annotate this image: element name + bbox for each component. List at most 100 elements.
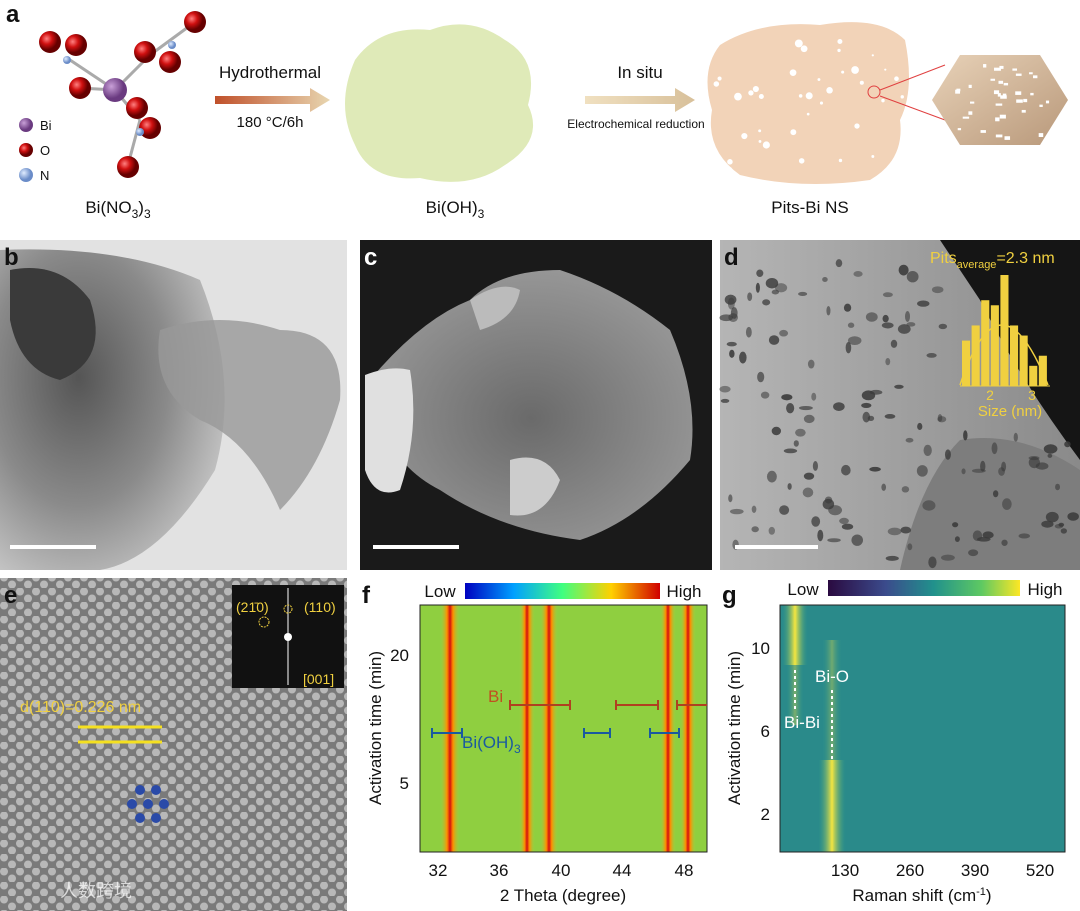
phase-label: Bi(OH)3 <box>462 733 521 756</box>
panel-a: a Bi O N Bi(NO3)3 Hydrothermal 180 °C/6h… <box>6 1 1068 221</box>
pit <box>728 494 733 503</box>
pit <box>885 357 891 366</box>
pit <box>755 282 760 293</box>
histogram-tick: 2 <box>986 387 994 403</box>
pit <box>1016 99 1023 103</box>
pit <box>826 86 833 94</box>
pit <box>779 329 789 337</box>
fft-index: (21̄0) <box>236 599 269 615</box>
pit <box>884 68 887 71</box>
pit <box>1021 109 1026 113</box>
diffraction-line <box>519 605 535 852</box>
panel-label: e <box>4 582 17 609</box>
x-tick-label: 260 <box>896 861 924 880</box>
phase-part: Bi(OH) <box>462 733 514 752</box>
pit <box>922 500 936 511</box>
y-tick-label: 2 <box>761 805 770 824</box>
pit <box>869 466 881 472</box>
pit <box>980 460 986 472</box>
pit <box>795 428 806 437</box>
pit <box>1033 75 1038 79</box>
pit <box>822 498 835 510</box>
pit <box>968 549 979 557</box>
pit <box>720 398 730 403</box>
pit <box>717 76 722 81</box>
raman-band <box>786 605 804 725</box>
pit <box>734 92 742 101</box>
pit <box>983 64 987 68</box>
panel-g: g Low High Bi-O Bi-Bi 10 6 2 130 260 390… <box>722 580 1066 905</box>
pit <box>957 128 962 131</box>
fit-curve <box>959 324 1049 386</box>
pit <box>724 294 737 305</box>
pits-label-part: Pits <box>930 250 957 267</box>
pit <box>1028 456 1040 469</box>
pit <box>748 90 754 96</box>
pit <box>1000 95 1007 99</box>
pit <box>853 270 863 277</box>
diffraction-line <box>440 605 460 852</box>
pit <box>1064 441 1071 448</box>
formula-part: Bi(NO <box>85 198 131 217</box>
histogram-bar <box>981 300 990 386</box>
x-tick-label: 32 <box>429 861 448 880</box>
pit <box>789 69 797 77</box>
nanosheet <box>470 286 520 330</box>
pit <box>752 85 759 93</box>
pit <box>937 416 947 423</box>
pit <box>822 276 828 282</box>
pits <box>713 30 904 175</box>
pit <box>805 92 813 100</box>
pit <box>1004 136 1011 140</box>
pit <box>841 70 845 74</box>
pit <box>992 490 999 498</box>
formula-part: Bi(OH) <box>426 198 478 217</box>
x-tick-label: 44 <box>613 861 632 880</box>
pit <box>898 264 909 276</box>
pit <box>837 48 841 53</box>
pit <box>835 259 843 268</box>
pit <box>768 526 775 535</box>
pit <box>1047 453 1053 458</box>
pit <box>895 165 903 173</box>
pit <box>1018 533 1031 539</box>
panel-label: d <box>724 244 739 271</box>
pit <box>757 371 765 383</box>
step-condition: Electrochemical reduction <box>567 117 704 131</box>
pit <box>779 505 790 515</box>
pit <box>862 411 871 423</box>
pit <box>771 426 782 436</box>
legend-label: O <box>40 143 50 158</box>
bi-markers <box>509 700 707 710</box>
pit <box>1030 92 1034 96</box>
pit <box>781 394 793 401</box>
thick-region <box>900 438 1080 570</box>
pit <box>803 414 815 424</box>
legend-label: Bi <box>40 118 52 133</box>
arrow <box>215 88 330 112</box>
legend-dot <box>19 118 33 132</box>
pit <box>882 314 889 323</box>
histogram-bar <box>962 340 971 386</box>
pit <box>970 101 975 104</box>
pit <box>890 339 898 348</box>
pit <box>727 159 733 165</box>
pit <box>762 141 770 149</box>
step-condition: 180 °C/6h <box>237 114 304 131</box>
pit <box>794 39 803 48</box>
pit <box>1055 483 1061 491</box>
pit <box>931 286 944 294</box>
pit <box>727 30 734 36</box>
pit <box>871 155 875 158</box>
pit <box>843 303 852 312</box>
pits-label-part: =2.3 nm <box>996 250 1054 267</box>
histogram-bar <box>1029 365 1038 386</box>
pit <box>811 516 821 527</box>
pit <box>1015 73 1022 76</box>
y-tick-label: 20 <box>390 646 409 665</box>
pit <box>790 129 797 136</box>
pit <box>1002 498 1012 510</box>
histogram-tick: 3 <box>1028 387 1036 403</box>
zone-axis: [001] <box>303 671 334 687</box>
pit <box>994 67 1001 71</box>
